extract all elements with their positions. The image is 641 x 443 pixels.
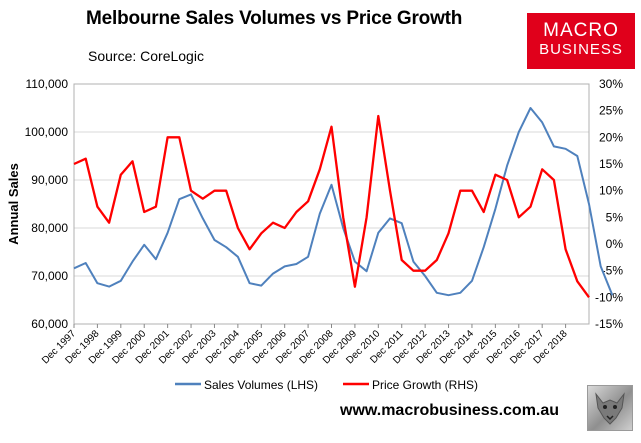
- y-left-tick-label: 100,000: [25, 125, 69, 139]
- y-left-tick-label: 110,000: [26, 77, 69, 91]
- legend: Sales Volumes (LHS) Price Growth (RHS): [175, 378, 478, 392]
- left-axis-ticks: 60,000 70,000 80,000 90,000 100,000 110,000: [25, 77, 69, 331]
- source-note: Source: CoreLogic: [88, 48, 204, 64]
- y-right-tick-label: 20%: [599, 130, 623, 144]
- macrobusiness-logo: MACRO BUSINESS: [527, 13, 635, 69]
- y-left-tick-label: 60,000: [31, 317, 68, 331]
- legend-label-sales: Sales Volumes (LHS): [204, 378, 318, 392]
- y-left-tick-label: 80,000: [31, 221, 68, 235]
- sales-volumes-line: [73, 107, 614, 297]
- y-right-tick-label: 5%: [606, 210, 624, 224]
- right-axis-ticks: -15% -10% -5% 0% 5% 10% 15% 20% 25% 30%: [595, 77, 623, 331]
- series-lines: [73, 107, 614, 298]
- y-left-tick-label: 90,000: [31, 173, 68, 187]
- y-right-tick-label: 15%: [599, 157, 623, 171]
- y-axis-left-label: Annual Sales: [6, 163, 21, 245]
- y-left-tick-label: 70,000: [31, 269, 68, 283]
- wolf-logo: [587, 385, 633, 431]
- chart-title: Melbourne Sales Volumes vs Price Growth: [86, 8, 463, 29]
- y-right-tick-label: -5%: [602, 264, 624, 278]
- y-right-tick-label: -10%: [595, 290, 623, 304]
- logo-line-2: BUSINESS: [539, 41, 623, 58]
- legend-label-price: Price Growth (RHS): [372, 378, 478, 392]
- y-right-tick-label: 25%: [599, 104, 623, 118]
- price-growth-line: [73, 114, 590, 298]
- plot-area: [73, 83, 590, 325]
- y-right-tick-label: -15%: [595, 317, 623, 331]
- logo-line-1: MACRO: [543, 20, 619, 41]
- wolf-icon: [595, 392, 625, 425]
- y-right-tick-label: 30%: [599, 77, 623, 91]
- y-right-tick-label: 10%: [599, 184, 623, 198]
- footer-url: www.macrobusiness.com.au: [340, 402, 560, 419]
- y-right-tick-label: 0%: [606, 237, 624, 251]
